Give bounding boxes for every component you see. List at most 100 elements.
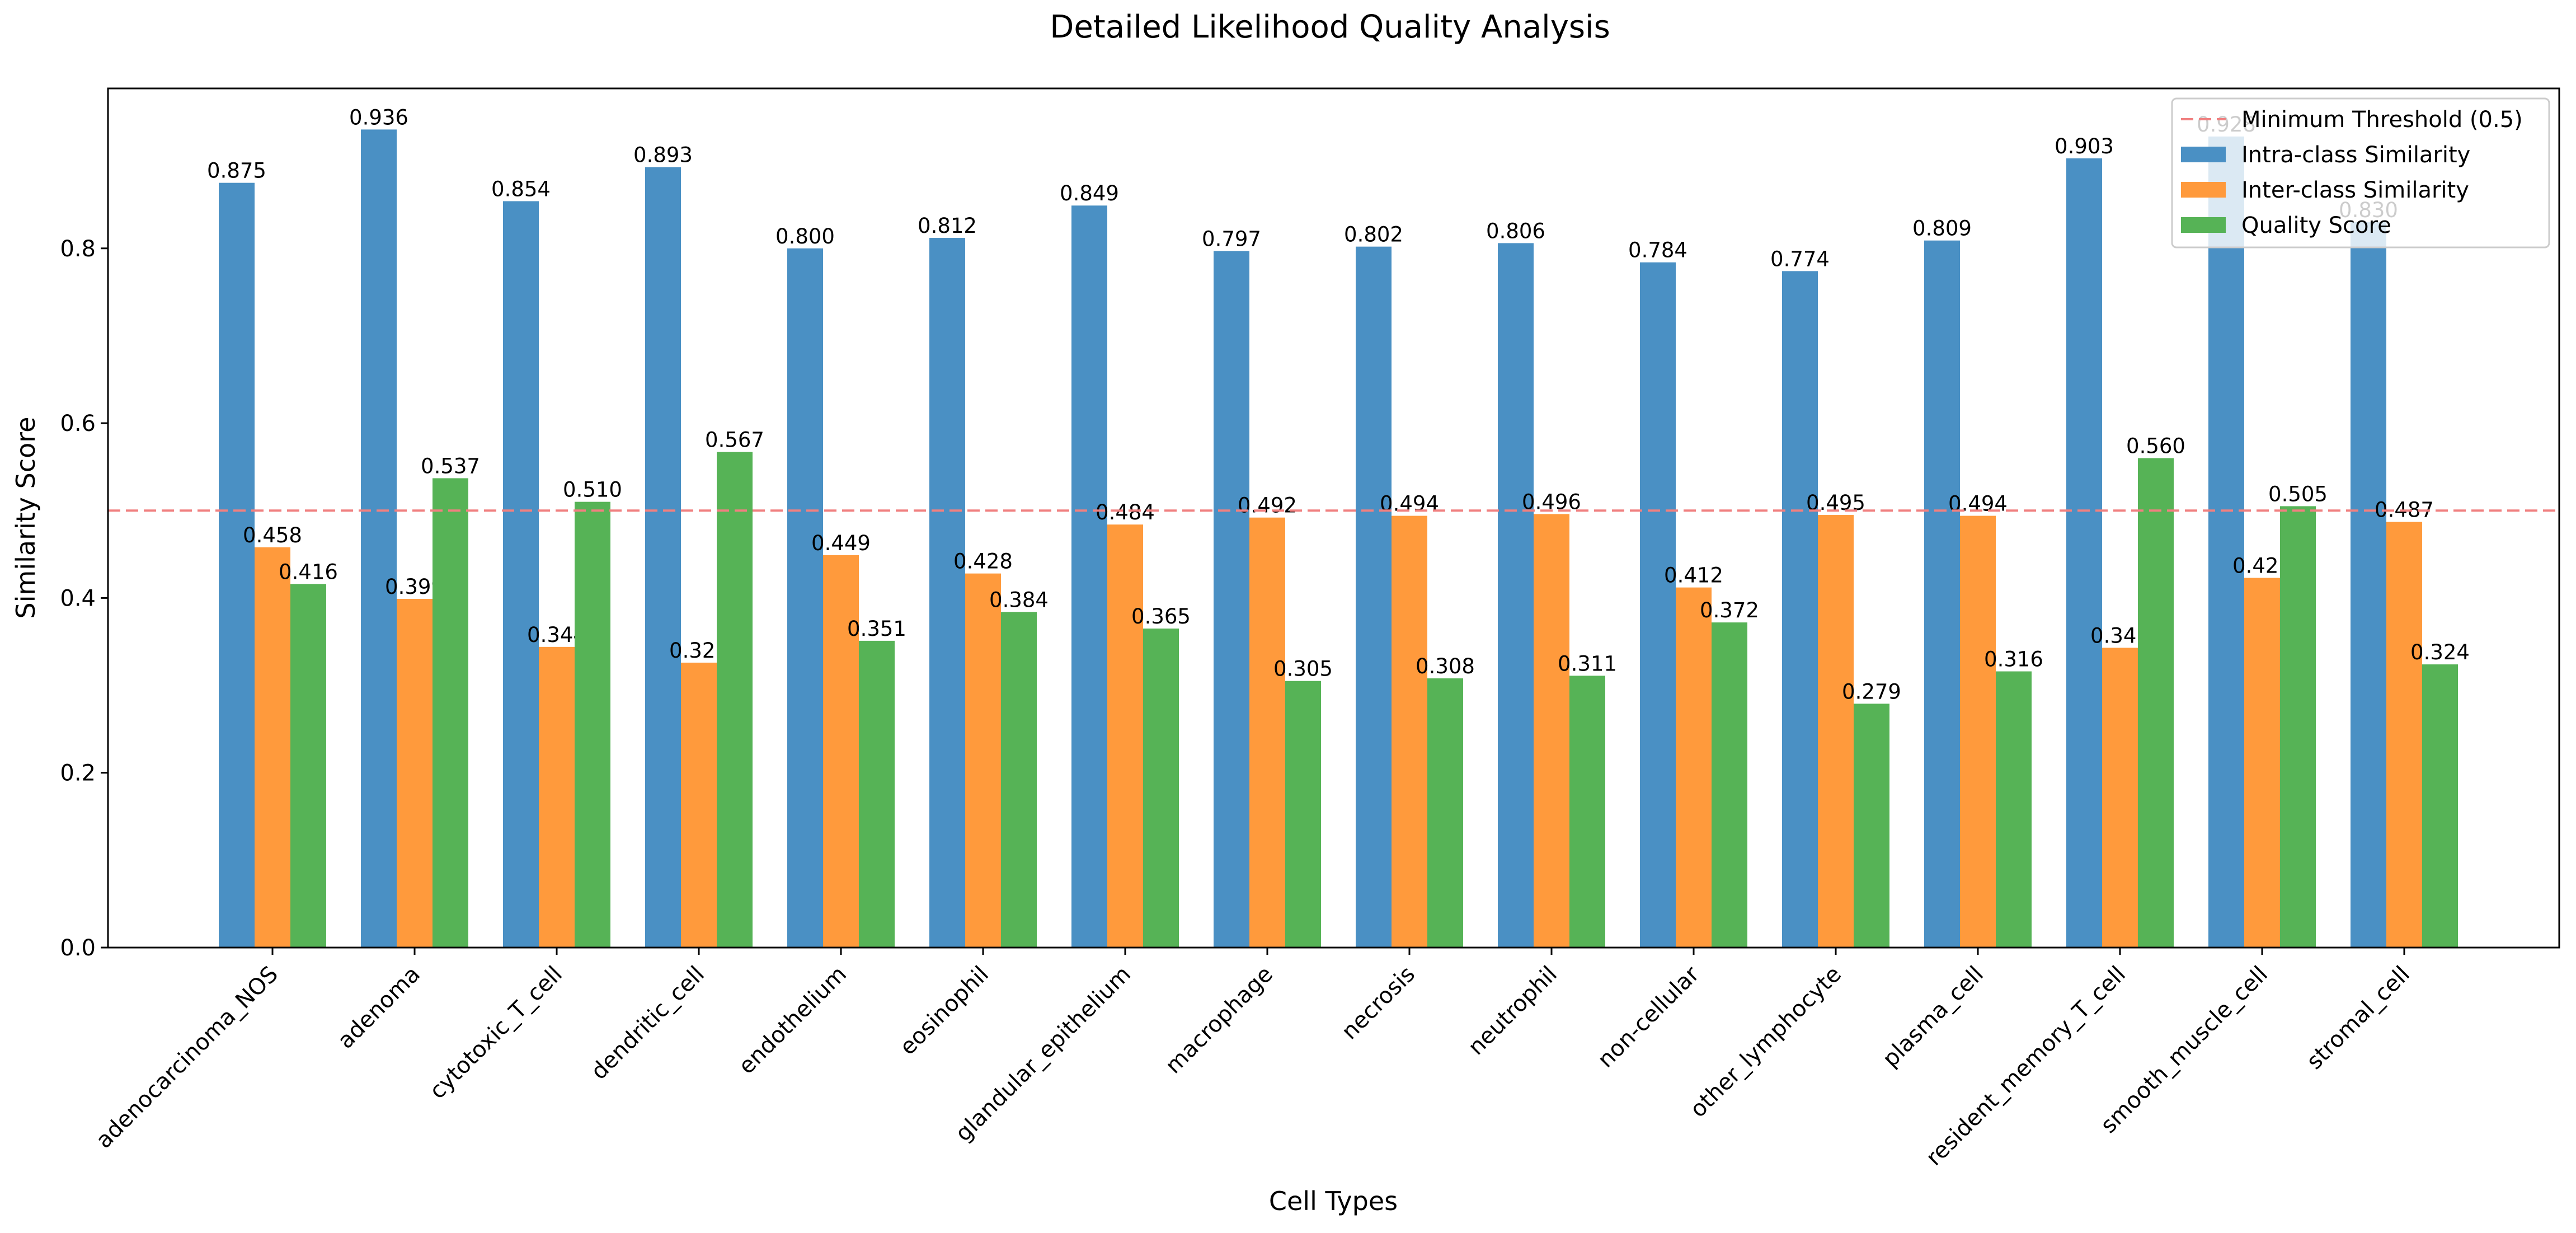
bar-quality-15 xyxy=(2422,664,2458,948)
data-label-intra-3: 0.893 xyxy=(633,143,693,167)
data-label-intra-9: 0.806 xyxy=(1486,219,1545,243)
data-label-quality-10: 0.372 xyxy=(1700,598,1759,622)
bar-quality-0 xyxy=(290,584,326,948)
plot-frame xyxy=(107,87,2560,949)
data-label-quality-12: 0.316 xyxy=(1984,648,2043,672)
bar-quality-3 xyxy=(717,452,753,948)
data-label-inter-10: 0.412 xyxy=(1664,564,1723,588)
data-label-intra-0: 0.875 xyxy=(207,159,266,183)
bar-intra-4 xyxy=(787,248,823,948)
bar-intra-10 xyxy=(1640,262,1676,948)
bar-quality-9 xyxy=(1569,676,1605,948)
bar-inter-14 xyxy=(2244,578,2280,948)
bar-intra-6 xyxy=(1071,205,1107,948)
bar-intra-14 xyxy=(2208,136,2244,948)
data-label-quality-0: 0.416 xyxy=(279,560,338,584)
data-label-intra-8: 0.802 xyxy=(1344,223,1403,247)
legend-label-inter: Inter-class Similarity xyxy=(2241,177,2469,203)
data-label-intra-5: 0.812 xyxy=(918,214,977,238)
bar-intra-11 xyxy=(1782,271,1818,948)
bar-inter-12 xyxy=(1960,515,1996,948)
data-label-inter-6: 0.484 xyxy=(1096,500,1155,524)
data-label-intra-6: 0.849 xyxy=(1060,181,1119,205)
bar-inter-6 xyxy=(1107,524,1143,948)
data-label-quality-2: 0.510 xyxy=(563,478,622,502)
data-label-quality-7: 0.305 xyxy=(1273,657,1333,681)
bar-quality-13 xyxy=(2138,458,2174,948)
bar-inter-0 xyxy=(255,547,290,948)
data-label-quality-15: 0.324 xyxy=(2410,640,2470,664)
bar-quality-14 xyxy=(2280,506,2316,948)
bar-quality-2 xyxy=(575,501,610,948)
bar-quality-1 xyxy=(433,478,468,948)
data-label-inter-0: 0.458 xyxy=(243,523,302,547)
bar-intra-7 xyxy=(1214,251,1249,948)
legend-label-quality: Quality Score xyxy=(2241,213,2391,238)
bar-inter-2 xyxy=(539,646,575,948)
bar-quality-6 xyxy=(1143,629,1179,948)
bar-intra-5 xyxy=(929,238,965,948)
data-label-quality-8: 0.308 xyxy=(1416,654,1475,678)
data-label-quality-9: 0.311 xyxy=(1558,651,1617,676)
data-label-intra-4: 0.800 xyxy=(775,224,835,249)
bar-quality-12 xyxy=(1996,671,2032,948)
data-label-intra-11: 0.774 xyxy=(1770,247,1830,271)
y-tick-label-2: 0.4 xyxy=(60,585,96,611)
bar-inter-13 xyxy=(2102,648,2138,948)
data-label-inter-7: 0.492 xyxy=(1238,494,1297,518)
data-label-inter-4: 0.449 xyxy=(811,531,871,555)
chart-title: Detailed Likelihood Quality Analysis xyxy=(1050,9,1610,45)
data-label-inter-8: 0.494 xyxy=(1380,492,1439,516)
data-label-quality-1: 0.537 xyxy=(421,454,480,478)
bar-intra-13 xyxy=(2066,158,2102,948)
bar-inter-15 xyxy=(2386,522,2422,948)
bar-intra-3 xyxy=(645,167,681,948)
data-label-intra-1: 0.936 xyxy=(349,105,408,129)
bar-quality-5 xyxy=(1001,612,1037,948)
legend: Minimum Threshold (0.5) Intra-class Simil… xyxy=(2171,97,2550,249)
y-tick-label-3: 0.6 xyxy=(60,411,96,437)
bar-inter-1 xyxy=(397,598,433,948)
data-label-quality-4: 0.351 xyxy=(847,617,906,641)
data-label-quality-3: 0.567 xyxy=(705,428,764,452)
data-label-inter-12: 0.494 xyxy=(1948,492,2008,516)
y-tick-label-1: 0.2 xyxy=(60,761,96,786)
bar-inter-11 xyxy=(1818,515,1854,948)
bar-intra-9 xyxy=(1498,243,1534,948)
data-label-intra-13: 0.903 xyxy=(2055,134,2114,158)
bar-inter-4 xyxy=(823,555,859,948)
y-axis: 0.0 0.2 0.4 0.6 0.8 xyxy=(60,236,108,961)
data-label-inter-5: 0.428 xyxy=(953,550,1013,574)
bar-inter-7 xyxy=(1249,517,1285,948)
legend-swatch-intra xyxy=(2181,147,2226,162)
legend-swatch-inter xyxy=(2181,182,2226,198)
data-label-quality-5: 0.384 xyxy=(989,588,1049,612)
data-label-intra-2: 0.854 xyxy=(491,177,551,201)
bar-quality-10 xyxy=(1712,622,1747,948)
bar-intra-1 xyxy=(361,129,397,948)
bar-inter-3 xyxy=(681,662,717,948)
legend-label-intra: Intra-class Similarity xyxy=(2241,142,2470,168)
bar-intra-8 xyxy=(1356,246,1392,948)
plot-area: 0.875 0.936 0.854 0.893 0.800 0.812 0.849 0.797… xyxy=(108,105,2559,948)
bar-intra-0 xyxy=(219,182,255,948)
legend-label-threshold: Minimum Threshold (0.5) xyxy=(2241,107,2523,133)
legend-swatch-quality xyxy=(2181,217,2226,233)
bar-quality-4 xyxy=(859,640,895,948)
data-label-quality-11: 0.279 xyxy=(1842,679,1901,704)
y-axis-label: Similarity Score xyxy=(11,417,41,619)
bar-inter-5 xyxy=(965,573,1001,948)
bar-inter-10 xyxy=(1676,587,1712,948)
legend-box xyxy=(2171,97,2550,249)
x-axis-label: Cell Types xyxy=(1269,1186,1398,1216)
data-label-intra-10: 0.784 xyxy=(1628,238,1687,262)
data-label-quality-14: 0.505 xyxy=(2268,482,2328,506)
bar-quality-8 xyxy=(1427,678,1463,948)
bar-intra-12 xyxy=(1924,240,1960,948)
data-label-intra-7: 0.797 xyxy=(1202,227,1261,251)
bar-intra-15 xyxy=(2351,222,2386,948)
y-tick-label-4: 0.8 xyxy=(60,236,96,262)
bar-quality-11 xyxy=(1854,704,1889,948)
bar-inter-9 xyxy=(1534,514,1569,948)
